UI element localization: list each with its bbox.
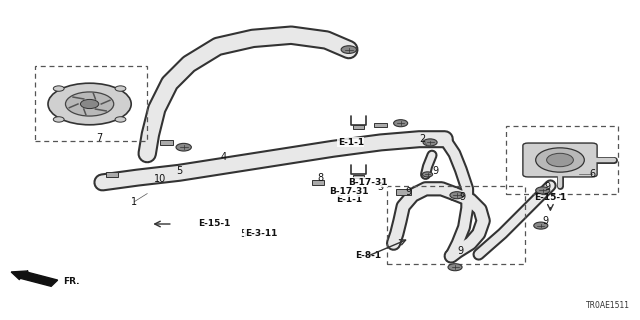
Bar [387,186,525,264]
Bar [106,172,118,177]
Bar [35,66,147,141]
Text: TR0AE1511: TR0AE1511 [586,301,630,310]
Circle shape [115,117,126,122]
Circle shape [48,83,131,125]
Text: 9: 9 [432,166,438,176]
Text: 1: 1 [131,196,138,207]
Circle shape [394,120,408,127]
Text: 2: 2 [419,134,426,144]
Circle shape [547,153,573,167]
Text: 5: 5 [240,228,246,239]
Bar [396,189,411,195]
Text: 9: 9 [542,216,548,226]
Circle shape [176,143,191,151]
Text: B-17-31: B-17-31 [348,178,388,187]
Text: E-1-1: E-1-1 [336,195,362,204]
Circle shape [536,148,584,172]
Text: E-8-1: E-8-1 [355,252,381,260]
Bar [506,126,618,194]
Circle shape [81,100,99,108]
Text: 9: 9 [545,182,551,192]
Circle shape [115,86,126,91]
Circle shape [65,92,114,116]
Text: 9: 9 [405,187,412,197]
Text: 10: 10 [154,174,166,184]
Text: B-17-31: B-17-31 [329,188,369,196]
Circle shape [341,46,356,53]
Text: 8: 8 [317,172,323,183]
Text: E-15-1: E-15-1 [198,220,231,228]
Text: FR.: FR. [63,277,79,286]
Bar [353,174,364,178]
Circle shape [53,117,64,122]
FancyArrow shape [11,271,58,286]
Text: 3: 3 [378,182,384,192]
Text: 4: 4 [221,152,227,162]
Text: 9: 9 [459,192,465,202]
Text: 6: 6 [589,169,595,180]
Text: E-15-1: E-15-1 [534,193,566,202]
Bar [374,123,387,127]
Text: E-3-11: E-3-11 [245,229,277,238]
Text: 9: 9 [458,246,464,256]
Bar [160,140,173,145]
Circle shape [534,222,548,229]
Circle shape [536,187,550,194]
Text: E-1-1: E-1-1 [338,138,364,147]
Text: 7: 7 [96,132,102,143]
Bar [353,125,364,129]
Circle shape [448,264,462,271]
Circle shape [422,172,433,177]
Circle shape [423,139,437,146]
Bar [312,180,324,185]
FancyBboxPatch shape [523,143,597,177]
Text: 5: 5 [176,166,182,176]
Circle shape [450,192,464,199]
Circle shape [53,86,64,91]
